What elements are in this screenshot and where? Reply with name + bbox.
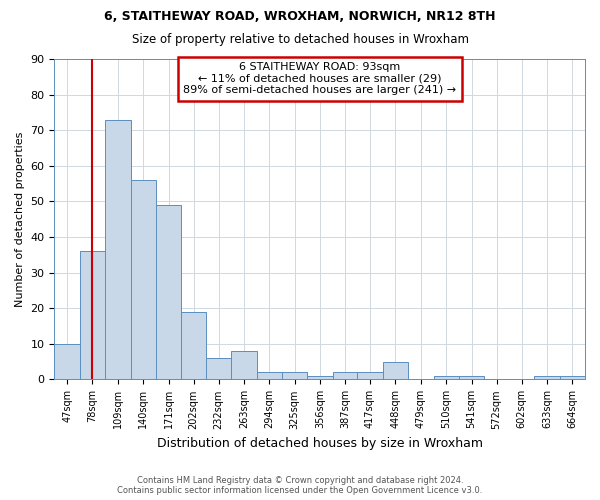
Bar (358, 372, 383, 380)
Bar (156, 205, 181, 380)
Bar (282, 372, 307, 380)
Y-axis label: Number of detached properties: Number of detached properties (15, 132, 25, 307)
Bar (560, 376, 585, 380)
Bar (206, 358, 231, 380)
Text: 6, STAITHEWAY ROAD, WROXHAM, NORWICH, NR12 8TH: 6, STAITHEWAY ROAD, WROXHAM, NORWICH, NR… (104, 10, 496, 23)
Text: Size of property relative to detached houses in Wroxham: Size of property relative to detached ho… (131, 32, 469, 46)
Bar (105, 120, 131, 380)
Bar (55, 344, 80, 380)
Bar (434, 376, 459, 380)
Bar (383, 362, 408, 380)
Bar (333, 372, 358, 380)
Bar (181, 312, 206, 380)
Bar (131, 180, 156, 380)
Bar (459, 376, 484, 380)
Bar (257, 372, 282, 380)
Bar (307, 376, 333, 380)
X-axis label: Distribution of detached houses by size in Wroxham: Distribution of detached houses by size … (157, 437, 483, 450)
Text: 6 STAITHEWAY ROAD: 93sqm
← 11% of detached houses are smaller (29)
89% of semi-d: 6 STAITHEWAY ROAD: 93sqm ← 11% of detach… (183, 62, 456, 96)
Text: Contains HM Land Registry data © Crown copyright and database right 2024.
Contai: Contains HM Land Registry data © Crown c… (118, 476, 482, 495)
Bar (231, 351, 257, 380)
Bar (80, 252, 105, 380)
Bar (534, 376, 560, 380)
